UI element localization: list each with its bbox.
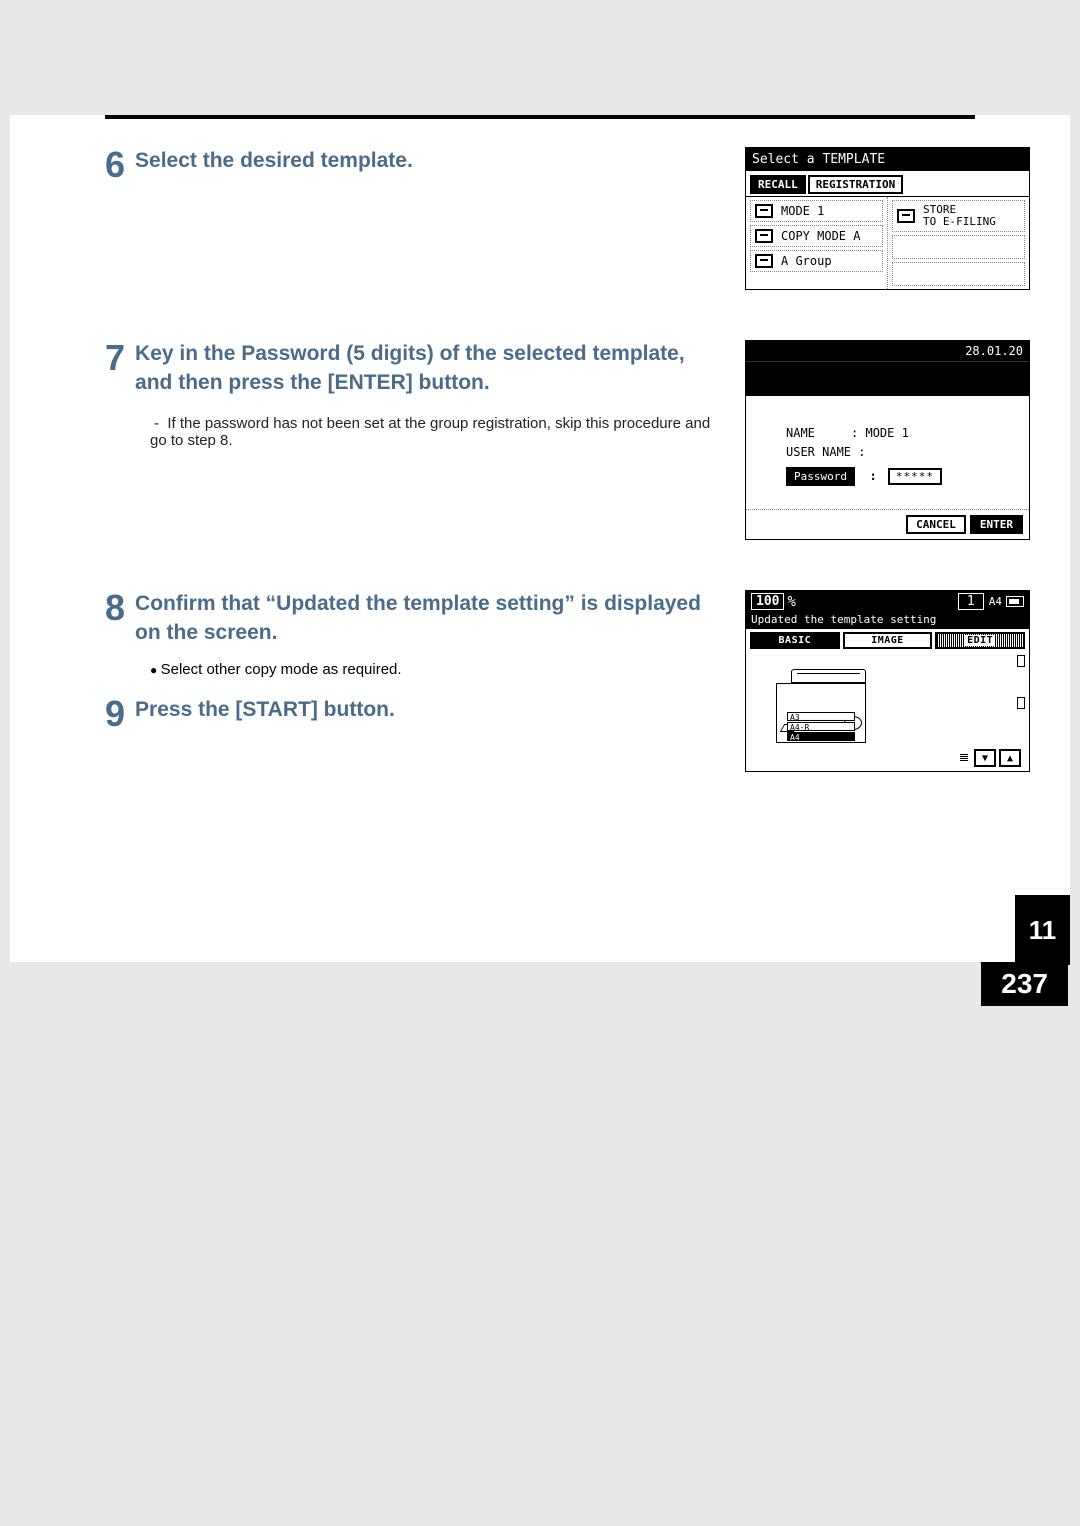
name-label: NAME (786, 426, 815, 440)
step-6: 6 Select the desired template. Select a … (10, 147, 1070, 290)
step-7-number: 7 (105, 340, 125, 376)
copies-count: 1 (958, 593, 984, 610)
printer-diagram: A3 A4-R A4 ▼ ▲ (746, 651, 1029, 771)
horizontal-rule (105, 115, 975, 119)
tray-a4r[interactable]: A4-R (787, 722, 855, 731)
template-icon (755, 254, 773, 268)
store-line2: TO E-FILING (923, 215, 996, 228)
step-7-screen: 28.01.20 NAME : MODE 1 USER NAME : Passw… (745, 340, 1030, 540)
step-6-number: 6 (105, 147, 125, 183)
recall-tab[interactable]: RECALL (750, 175, 806, 194)
top-margin (0, 0, 1080, 115)
up-button[interactable]: ▲ (999, 749, 1021, 767)
step-7-note-text: If the password has not been set at the … (150, 415, 710, 449)
template-item[interactable]: MODE 1 (750, 200, 883, 222)
step-8-number: 8 (105, 590, 125, 626)
edit-tab[interactable]: EDIT (935, 632, 1025, 649)
step-8-title: Confirm that “Updated the template setti… (135, 590, 725, 647)
template-label: COPY MODE A (781, 229, 860, 243)
basic-tab[interactable]: BASIC (750, 632, 840, 649)
registration-tab[interactable]: REGISTRATION (808, 175, 903, 194)
page-footer: 237 (0, 962, 1080, 1020)
step-8-bullet: Select other copy mode as required. (150, 661, 725, 678)
enter-button[interactable]: ENTER (970, 515, 1023, 534)
status-message: Updated the template setting (746, 612, 1029, 629)
step-6-screen: Select a TEMPLATE RECALL REGISTRATION MO… (745, 147, 1030, 290)
edit-tab-label: EDIT (965, 635, 995, 646)
page-number: 237 (981, 962, 1068, 1006)
grid-icon (959, 752, 971, 764)
paper-size: A4 (989, 595, 1002, 608)
username-label: USER NAME (786, 445, 851, 459)
store-efiling-item[interactable]: STORETO E-FILING (892, 200, 1025, 232)
step-6-title: Select the desired template. (135, 147, 725, 175)
step-7-title: Key in the Password (5 digits) of the se… (135, 340, 725, 397)
tray-a3[interactable]: A3 (787, 712, 855, 721)
screen7-date: 28.01.20 (746, 341, 1029, 362)
step-8-screen: 100 % 1 A4 Updated the template setting … (745, 590, 1030, 772)
screen7-header-bar (746, 362, 1029, 396)
template-item[interactable]: COPY MODE A (750, 225, 883, 247)
percent-icon: % (787, 594, 795, 610)
tray-a4[interactable]: A4 (787, 732, 855, 741)
step-9-number: 9 (105, 696, 125, 732)
step-7-note: - If the password has not been set at th… (150, 415, 725, 449)
image-tab[interactable]: IMAGE (843, 632, 933, 649)
template-icon (755, 204, 773, 218)
orientation-icon (1006, 596, 1024, 607)
template-label: A Group (781, 254, 832, 268)
empty-slot (892, 262, 1025, 286)
template-item[interactable]: A Group (750, 250, 883, 272)
screen6-prompt: Select a TEMPLATE (746, 148, 1029, 171)
empty-slot (892, 235, 1025, 259)
template-label: MODE 1 (781, 204, 824, 218)
password-label: Password (786, 467, 855, 486)
scrollbar[interactable] (1017, 655, 1025, 743)
cancel-button[interactable]: CANCEL (906, 515, 966, 534)
efiling-icon (897, 209, 915, 223)
step-8-9: 8 Confirm that “Updated the template set… (10, 590, 1070, 772)
step-7: 7 Key in the Password (5 digits) of the … (10, 340, 1070, 540)
chapter-tab: 11 (1015, 895, 1070, 965)
page-content: 6 Select the desired template. Select a … (10, 115, 1070, 962)
template-icon (755, 229, 773, 243)
store-line1: STORE (923, 203, 956, 216)
step-9-title: Press the [START] button. (135, 696, 725, 724)
down-button[interactable]: ▼ (974, 749, 996, 767)
zoom-value: 100 (751, 593, 784, 610)
name-value: MODE 1 (865, 426, 908, 440)
password-input[interactable]: ***** (888, 468, 942, 485)
